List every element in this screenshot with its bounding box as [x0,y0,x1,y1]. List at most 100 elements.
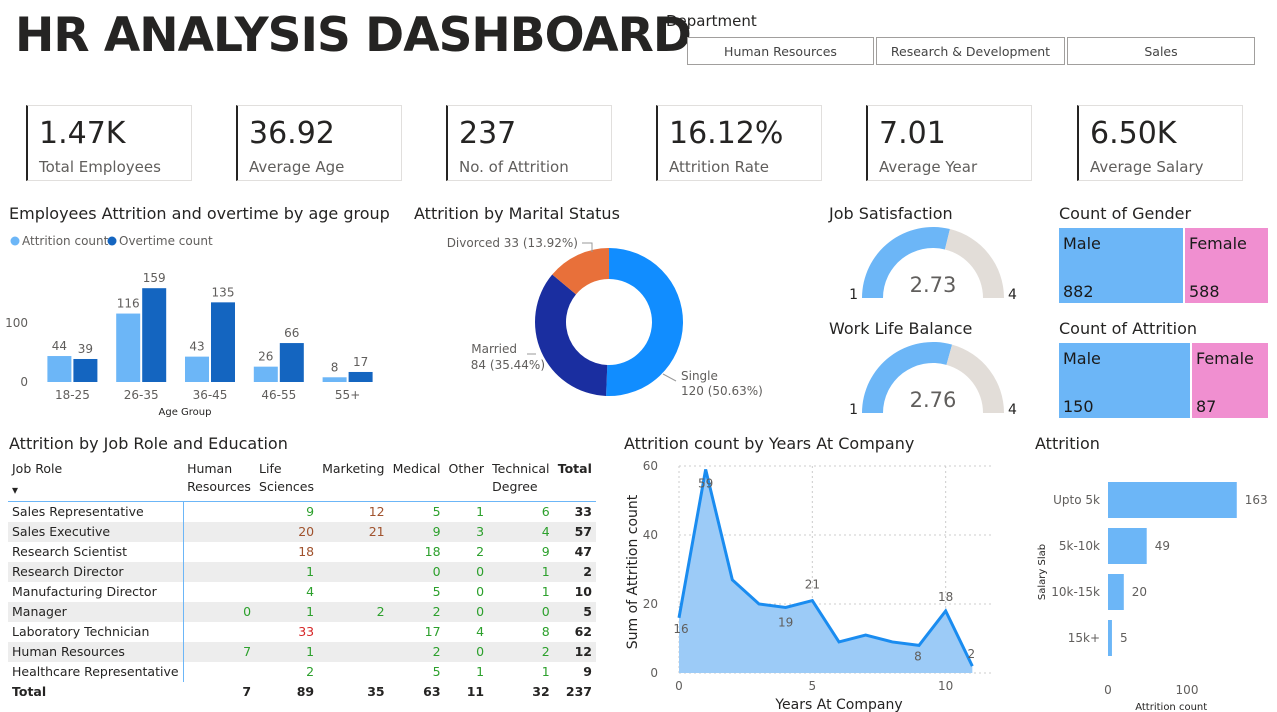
total-row[interactable]: Total 7 89 35 63 11 32 237 [8,682,596,702]
row-label: Laboratory Technician [8,622,184,642]
bar-overtime [279,343,304,382]
cell-value: 1 [255,562,319,582]
tile-value: 882 [1063,282,1094,301]
column-header[interactable]: Total [557,461,592,476]
table-row[interactable]: Healthcare Representative 2 5 1 1 9 [8,662,596,682]
row-label: Sales Representative [8,501,184,522]
y-tick-label: 5k-10k [1059,539,1100,553]
cell-value: 62 [574,624,592,639]
work-life-balance-gauge: 2.76 1 4 [849,342,1017,418]
data-label: 59 [698,476,713,490]
cell-value: 1 [541,664,550,679]
gauge-remaining-arc [946,344,1004,413]
row-label: Total [12,684,47,699]
row-label: Manufacturing Director [8,582,184,602]
column-header[interactable]: Job Role ▾ [8,458,183,502]
cell-value: 2 [553,562,596,582]
x-tick-label: 10 [938,679,953,693]
column-header[interactable]: Medical [392,461,441,476]
job-role-education-matrix: Job Role ▾ Human Resources Life Sciences Marke… [8,458,596,702]
table-row[interactable]: Research Scientist 18 18 2 9 47 [8,542,596,562]
bar-attrition [47,356,72,382]
cell-value: 8 [541,624,550,639]
row-label: Human Resources [8,642,184,662]
x-axis-title: Years At Company [774,697,902,712]
age-group-bar-chart: Attrition count Overtime count 0 100 44 39 18-… [5,234,373,418]
data-label: 5 [1120,631,1128,645]
attrition-tile-female[interactable]: Female 87 [1192,343,1268,418]
cell-value: 5 [432,584,441,599]
x-tick-label: 55+ [335,388,360,402]
donut-slice-single [606,248,683,396]
cell-value: 1 [541,584,550,599]
column-header[interactable]: Other [448,461,485,476]
donut-slice-married [535,274,608,396]
column-header[interactable]: Technical Degree [492,461,550,494]
kpi-card-attrition-rate: 16.12% Attrition Rate [656,105,822,181]
y-tick-label: 40 [643,528,658,542]
tile-label: Male [1063,349,1101,368]
table-row[interactable]: Human Resources 7 1 2 0 2 12 [8,642,596,662]
column-header[interactable]: Human Resources [187,461,251,494]
cell-value: 1 [476,664,485,679]
cell-value: 3 [444,522,489,542]
slicer-option-human-resources[interactable]: Human Resources [687,37,874,65]
y-tick-label: 60 [643,459,658,473]
kpi-label: Total Employees [39,158,161,176]
data-label: 49 [1155,539,1170,553]
cell-value: 20 [255,522,319,542]
table-row[interactable]: Laboratory Technician 33 17 4 8 62 [8,622,596,642]
table-row[interactable]: Research Director 1 0 0 1 2 [8,562,596,582]
donut-slice-divorced [552,248,609,295]
job-satisfaction-gauge: 2.73 1 4 [849,227,1017,303]
gauge-value: 2.76 [910,388,957,412]
sort-arrow-icon[interactable]: ▾ [12,483,19,497]
slice-label: 84 (35.44%) [471,358,545,372]
column-header[interactable]: Life Sciences [259,461,314,494]
cell-value: 10 [574,584,592,599]
kpi-label: Average Salary [1090,158,1204,176]
row-label: Research Scientist [8,542,184,562]
cell-value: 0 [444,602,489,622]
bar-5k-10k [1108,528,1147,564]
bar-overtime [73,358,98,382]
x-tick-label: 0 [675,679,683,693]
job-satisfaction-title: Job Satisfaction [829,204,953,223]
y-tick-label: 0 [20,375,28,389]
table-row[interactable]: Sales Executive 20 21 9 3 4 57 [8,522,596,542]
gauge-min-label: 1 [849,402,858,418]
gender-tile-male[interactable]: Male 882 [1059,228,1183,303]
bar-upto-5k [1108,482,1237,518]
data-label: 159 [143,271,166,285]
table-row[interactable]: Sales Representative 9 12 5 1 6 33 [8,501,596,522]
slicer-option-sales[interactable]: Sales [1067,37,1255,65]
cell-value: 2 [476,544,485,559]
gender-tile-female[interactable]: Female 588 [1185,228,1268,303]
cell-value: 2 [306,664,315,679]
data-label: 18 [938,590,953,604]
legend-marker [10,236,20,246]
cell-value: 4 [476,624,485,639]
x-tick-label: 26-35 [124,388,159,402]
cell-value: 2 [388,602,445,622]
cell-value: 89 [296,684,315,699]
kpi-label: Average Year [879,158,978,176]
attrition-tile-male[interactable]: Male 150 [1059,343,1190,418]
x-tick-label: 5 [809,679,817,693]
kpi-value: 36.92 [249,116,335,151]
slicer-option-research-development[interactable]: Research & Development [876,37,1065,65]
table-row[interactable]: Manager 0 1 2 2 0 0 5 [8,602,596,622]
cell-value [318,622,388,642]
cell-value: 18 [424,544,441,559]
y-tick-label: 15k+ [1068,631,1100,645]
years-chart-title: Attrition count by Years At Company [624,434,915,453]
kpi-label: No. of Attrition [459,158,569,176]
tile-label: Female [1189,234,1247,253]
tile-value: 87 [1196,397,1217,416]
column-header[interactable]: Marketing [322,461,385,476]
slice-label: Single [681,369,718,383]
cell-value: 9 [306,504,315,519]
cell-value [183,542,255,562]
table-row[interactable]: Manufacturing Director 4 5 0 1 10 [8,582,596,602]
cell-value: 7 [183,642,256,662]
